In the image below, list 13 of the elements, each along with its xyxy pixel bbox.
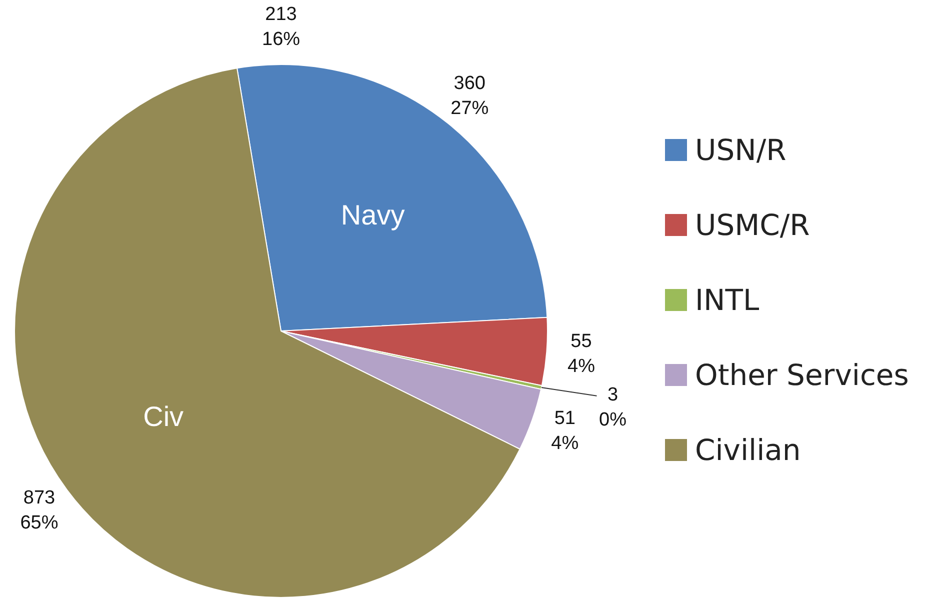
legend-label: INTL	[695, 282, 760, 316]
data-label: 3 0%	[599, 384, 627, 431]
text: Navy	[340, 199, 405, 230]
data-label: 51 4%	[551, 408, 579, 454]
legend-label: USN/R	[695, 132, 786, 166]
legend-label: Civilian	[695, 432, 801, 466]
data-label: 873 65%	[20, 487, 58, 534]
data-label: 360 27%	[450, 72, 489, 119]
legend-label: Other Services	[695, 358, 909, 392]
legend-label: USMC/R	[695, 208, 810, 242]
text: Civ	[143, 401, 184, 432]
text: 213 16%	[262, 3, 300, 52]
data-label: 55 4%	[568, 331, 596, 378]
